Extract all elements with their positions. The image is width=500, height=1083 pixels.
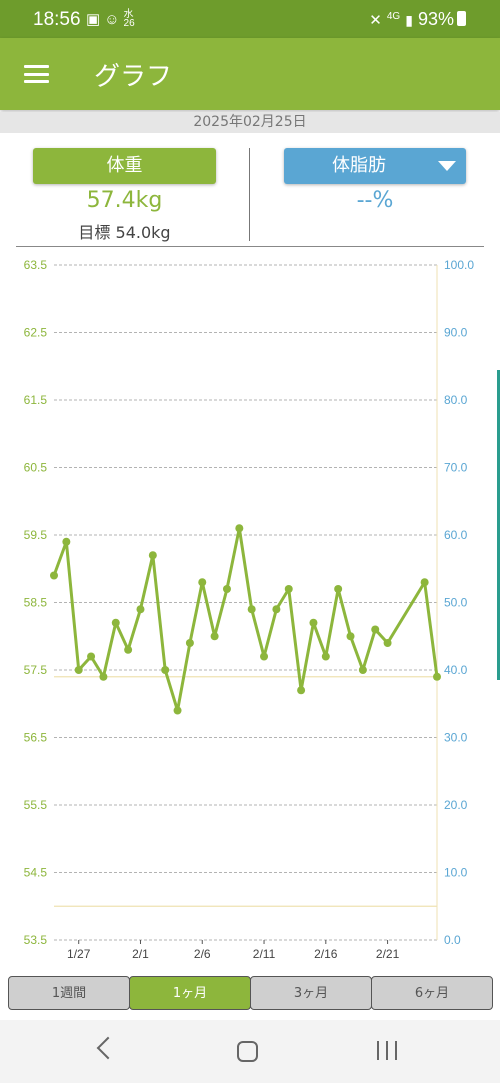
range-tabs: 1週間 1ヶ月 3ヶ月 6ヶ月: [8, 976, 493, 1012]
right-tick-label: 90.0: [444, 326, 468, 340]
x-tick-label: 2/21: [376, 947, 400, 961]
left-tick-label: 62.5: [24, 326, 48, 340]
weight-point: [383, 639, 392, 647]
left-tick-label: 54.5: [24, 866, 48, 880]
right-tick-label: 80.0: [444, 393, 468, 407]
weight-point: [309, 618, 318, 627]
weight-chart[interactable]: 63.5 100.0 62.5 90.0 61.5 80.0 60.5 70.0 59.5 60.…: [0, 250, 500, 965]
weather-icon: 水 26: [123, 9, 135, 29]
weight-point: [124, 645, 133, 654]
left-tick-label: 60.5: [24, 461, 48, 475]
panel-divider: [249, 148, 250, 241]
image-icon: ▣: [86, 11, 105, 28]
weight-value: 57.4kg: [86, 188, 163, 213]
right-tick-label: 60.0: [444, 528, 468, 542]
range-tab-0[interactable]: 1週間: [8, 976, 130, 1010]
right-tick-label: 40.0: [444, 663, 468, 677]
status-right: ✕ 4G ▮ 93%: [369, 9, 466, 30]
weight-series-line: [52, 526, 439, 712]
header-divider: [16, 246, 484, 247]
right-tick-label: 50.0: [444, 596, 468, 610]
face-icon: ☺: [104, 11, 124, 28]
page-title: グラフ: [94, 62, 173, 92]
range-tab-2[interactable]: 3ヶ月: [250, 976, 372, 1010]
x-tick-label: 2/6: [194, 947, 211, 961]
weight-point: [87, 652, 96, 661]
weight-point: [210, 632, 219, 641]
x-tick-label: 1/27: [67, 947, 91, 961]
left-tick-label: 53.5: [24, 933, 48, 947]
body-fat-value: --%: [356, 188, 394, 213]
right-tick-label: 30.0: [444, 731, 468, 745]
mute-icon: ✕: [369, 12, 382, 29]
weight-point: [185, 639, 194, 647]
body-fat-dropdown[interactable]: 体脂肪: [284, 148, 466, 184]
left-tick-label: 56.5: [24, 731, 48, 745]
recents-icon[interactable]: [377, 1041, 397, 1060]
left-tick-label: 63.5: [24, 258, 48, 272]
back-icon[interactable]: [96, 1036, 120, 1060]
status-time: 18:56: [33, 9, 81, 30]
weight-point: [260, 652, 269, 661]
status-left-icons: ▣☺水 26: [86, 9, 135, 29]
weight-point: [222, 585, 231, 593]
weight-point: [161, 666, 170, 674]
x-tick-label: 2/11: [253, 947, 276, 961]
dropdown-caret-icon: [438, 161, 456, 171]
system-nav-bar: [0, 1020, 500, 1083]
weight-point: [334, 585, 343, 593]
weight-point: [272, 605, 281, 614]
weight-point: [148, 551, 157, 560]
right-tick-label: 100.0: [444, 258, 474, 272]
x-tick-label: 2/1: [132, 947, 149, 961]
left-tick-label: 57.5: [24, 663, 48, 677]
weight-button[interactable]: 体重: [33, 148, 216, 184]
weight-point: [284, 585, 293, 593]
weight-point: [173, 706, 182, 715]
left-tick-label: 61.5: [24, 393, 48, 407]
network-label: 4G: [386, 11, 401, 22]
battery-percent: 93%: [417, 9, 454, 29]
left-tick-label: 59.5: [24, 528, 48, 542]
weight-point: [247, 605, 256, 614]
weight-point: [358, 666, 367, 674]
body-fat-label: 体脂肪: [332, 155, 386, 176]
range-tab-3[interactable]: 6ヶ月: [371, 976, 493, 1010]
weight-point: [136, 605, 145, 614]
home-icon[interactable]: [237, 1041, 258, 1062]
weight-point: [111, 618, 120, 627]
left-tick-label: 58.5: [24, 596, 48, 610]
weight-point: [420, 578, 429, 587]
weight-goal: 目標 54.0kg: [78, 223, 171, 242]
scroll-indicator: [497, 370, 500, 680]
weight-point: [433, 672, 441, 681]
weight-point: [198, 578, 207, 587]
weight-point: [346, 632, 355, 641]
weight-point: [321, 652, 330, 661]
hamburger-icon[interactable]: [24, 65, 49, 83]
weight-point: [235, 524, 244, 533]
x-tick-label: 2/16: [314, 947, 338, 961]
weight-point: [50, 571, 58, 580]
right-tick-label: 0.0: [444, 933, 461, 947]
right-tick-label: 70.0: [444, 461, 468, 475]
right-tick-label: 10.0: [444, 866, 468, 880]
right-tick-label: 20.0: [444, 798, 468, 812]
app-bar: グラフ: [0, 38, 500, 110]
weight-point: [62, 537, 71, 546]
weight-point: [297, 686, 306, 695]
left-tick-label: 55.5: [24, 798, 48, 812]
weight-point: [74, 666, 83, 674]
weight-point: [371, 625, 380, 634]
weight-point: [99, 672, 108, 681]
date-label: 2025年02月25日: [0, 112, 500, 133]
status-bar: 18:56 ▣☺水 26 ✕ 4G ▮ 93%: [0, 0, 500, 38]
signal-icon: ▮: [405, 12, 413, 28]
range-tab-1[interactable]: 1ヶ月: [129, 976, 251, 1010]
battery-icon: [457, 11, 466, 26]
